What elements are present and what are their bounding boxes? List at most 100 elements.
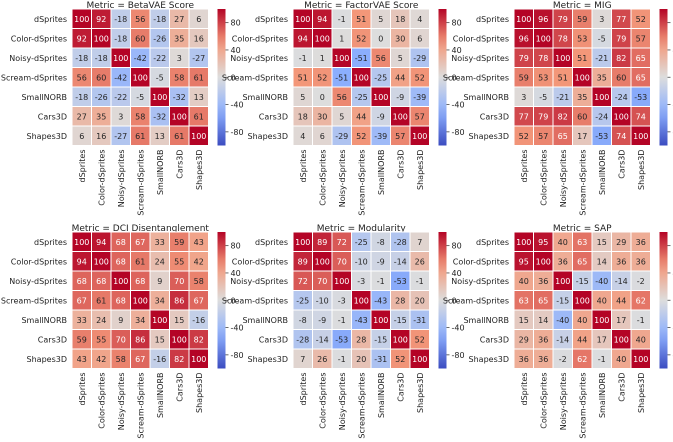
cell-value-label: -5 (598, 34, 606, 43)
cell-value-label: -26 (153, 34, 166, 43)
row-tick-label: Scream-dSprites (222, 296, 288, 305)
column-tick-label: Cars3D (175, 150, 184, 179)
cell-value-label: -25 (374, 73, 387, 82)
cell-value-label: 15 (155, 335, 165, 344)
column-tick-label: Scream-dSprites (578, 150, 587, 216)
column-tick-label: Scream-dSprites (136, 373, 145, 439)
colorbar-tick-label: 0 (452, 73, 457, 82)
cell-value-label: 67 (135, 238, 145, 247)
cell-value-label: -21 (595, 54, 608, 63)
column-tick-label: dSprites (520, 150, 529, 183)
cell-value-label: 57 (395, 132, 405, 141)
cell-value-label: -1 (637, 316, 645, 325)
column-tick-label: Shapes3D (195, 150, 204, 190)
cell-value-label: 56 (376, 54, 386, 63)
cell-value-label: -8 (377, 238, 385, 247)
column-tick-label: Cars3D (617, 373, 626, 402)
cell-value-label: 17 (577, 132, 587, 141)
cell-value-label: -25 (355, 93, 368, 102)
cell-value-label: 16 (194, 34, 204, 43)
cell-value-label: 65 (558, 132, 568, 141)
cell-value-label: 96 (538, 15, 548, 24)
colorbar-tick-label: 0 (231, 296, 236, 305)
colorbar-tick-label: 0 (231, 73, 236, 82)
column-tick-label: Shapes3D (416, 373, 425, 413)
column-tick-label: Noisy-dSprites (559, 373, 568, 431)
cell-value-label: 52 (415, 73, 425, 82)
column-tick-label: Noisy-dSprites (338, 150, 347, 208)
cell-value-label: 36 (558, 257, 568, 266)
cell-value-label: 100 (133, 296, 148, 305)
cell-value-label: 65 (636, 54, 646, 63)
row-tick-label: Scream-dSprites (1, 73, 67, 82)
heatmap-cell (188, 348, 209, 369)
column-tick-label: Noisy-dSprites (559, 150, 568, 208)
cell-value-label: 27 (174, 15, 184, 24)
row-tick-label: SmallNORB (463, 93, 509, 102)
cell-value-label: 94 (298, 34, 308, 43)
cell-value-label: 16 (96, 132, 106, 141)
cell-value-label: 30 (395, 34, 405, 43)
heatmap-panel-4: Metric = DCI Disentanglement 100 94 68 67 33 5… (1, 224, 244, 439)
cell-value-label: 52 (415, 335, 425, 344)
column-tick-label: Color-dSprites (318, 150, 327, 206)
cell-value-label: 56 (337, 93, 347, 102)
row-tick-label: Noisy-dSprites (9, 54, 67, 63)
column-tick-label: Noisy-dSprites (117, 373, 126, 431)
cell-value-label: 4 (417, 15, 422, 24)
column-tick-label: Shapes3D (195, 373, 204, 413)
cell-value-label: 15 (597, 238, 607, 247)
cell-value-label: 100 (412, 355, 427, 364)
cell-value-label: -5 (539, 93, 547, 102)
colorbar-tick-label: -80 (452, 128, 465, 137)
column-tick-label: Color-dSprites (318, 373, 327, 429)
row-tick-label: Scream-dSprites (1, 296, 67, 305)
colorbar-tick-label: -40 (452, 324, 465, 333)
cell-value-label: -10 (355, 257, 368, 266)
cell-value-label: 27 (77, 112, 87, 121)
cell-value-label: 100 (393, 335, 408, 344)
cell-value-label: 95 (538, 238, 548, 247)
cell-value-label: 6 (79, 132, 84, 141)
cell-value-label: 100 (315, 34, 330, 43)
cell-value-label: 100 (354, 296, 369, 305)
cell-value-label: 100 (152, 93, 167, 102)
cell-value-label: 67 (77, 296, 87, 305)
cell-value-label: 7 (417, 238, 422, 247)
heatmap-panel-5: Metric = Modularity 100 89 72 -25 -8 -28 7 89 100… (222, 224, 465, 439)
cell-value-label: 100 (633, 355, 648, 364)
cell-value-label: -42 (134, 54, 147, 63)
cell-value-label: 20 (356, 355, 366, 364)
heatmap-panel-1: Metric = BetaVAE Score 100 92 -18 56 -18 27 6 92… (1, 1, 244, 216)
cell-value-label: 6 (196, 15, 201, 24)
cell-value-label: 35 (597, 73, 607, 82)
row-tick-label: Noisy-dSprites (230, 54, 288, 63)
cell-value-label: 33 (77, 316, 87, 325)
cell-value-label: 0 (320, 93, 325, 102)
cell-value-label: -5 (156, 73, 164, 82)
cell-value-label: -2 (559, 355, 567, 364)
cell-value-label: 100 (373, 316, 388, 325)
cell-value-label: -1 (377, 277, 385, 286)
colorbar (217, 9, 226, 146)
column-tick-label: Shapes3D (637, 373, 646, 413)
column-tick-label: SmallNORB (377, 373, 386, 419)
row-tick-label: Cars3D (480, 335, 509, 344)
column-tick-label: Color-dSprites (539, 150, 548, 206)
cell-value-label: 9 (157, 277, 162, 286)
cell-value-label: 58 (174, 73, 184, 82)
cell-value-label: 70 (174, 277, 184, 286)
cell-value-label: 5 (339, 112, 344, 121)
cell-value-label: 52 (395, 355, 405, 364)
cell-value-label: -18 (75, 93, 88, 102)
cell-value-label: -27 (114, 132, 127, 141)
cell-value-label: 96 (519, 34, 529, 43)
cell-value-label: 100 (295, 15, 310, 24)
cell-value-label: -14 (556, 335, 569, 344)
cell-value-label: 3 (177, 54, 182, 63)
cell-value-label: -14 (316, 335, 329, 344)
cell-value-label: -15 (576, 277, 589, 286)
cell-value-label: -53 (634, 93, 647, 102)
cell-value-label: 68 (116, 296, 126, 305)
cell-value-label: -31 (413, 316, 426, 325)
